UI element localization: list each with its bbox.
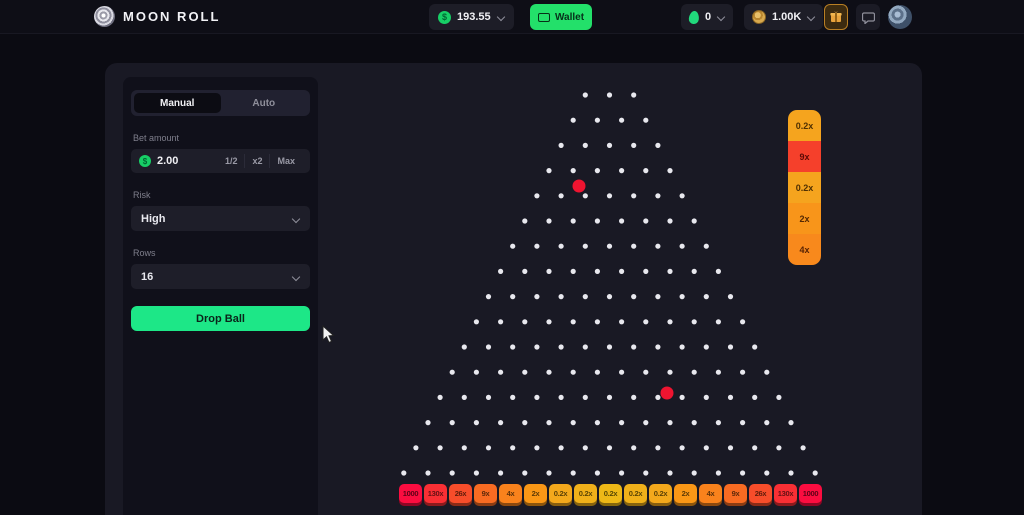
gold-coin-icon (752, 10, 766, 24)
multiplier-slot: 0.2x (574, 484, 597, 503)
rows-select[interactable]: 16 (131, 264, 310, 289)
wallet-label: Wallet (554, 11, 585, 23)
user-avatar[interactable] (888, 5, 912, 29)
green-coin-icon: $ (139, 155, 151, 167)
risk-value: High (141, 212, 166, 225)
multiplier-slot: 9x (474, 484, 497, 503)
rows-value: 16 (141, 270, 154, 283)
bet-max-button[interactable]: Max (269, 154, 302, 168)
chevron-down-icon (717, 13, 725, 21)
multiplier-history: 0.2x 9x 0.2x 2x 4x (788, 110, 821, 265)
multiplier-slot: 2x (674, 484, 697, 503)
streak-value: 0 (705, 11, 712, 23)
gift-icon (830, 11, 842, 22)
tab-manual[interactable]: Manual (134, 93, 221, 113)
streak-selector[interactable]: 0 (681, 4, 734, 30)
history-multiplier: 4x (788, 234, 821, 265)
bet-double-button[interactable]: x2 (244, 154, 269, 168)
green-coin-icon: $ (438, 10, 451, 24)
history-multiplier: 0.2x (788, 110, 821, 141)
multiplier-slot: 0.2x (649, 484, 672, 503)
multiplier-slot: 0.2x (549, 484, 572, 503)
flame-icon (688, 9, 700, 25)
wallet-button[interactable]: Wallet (530, 4, 592, 30)
multiplier-slot: 4x (699, 484, 722, 503)
coins-selector[interactable]: 1.00K (744, 4, 824, 30)
bet-half-button[interactable]: 1/2 (218, 154, 245, 168)
wallet-icon (537, 12, 550, 22)
balance-selector[interactable]: $ 193.55 (429, 4, 514, 30)
multiplier-slot: 130x (774, 484, 797, 503)
multiplier-slot: 0.2x (599, 484, 622, 503)
multiplier-slot: 4x (499, 484, 522, 503)
chevron-down-icon (292, 215, 300, 223)
multiplier-slot: 9x (724, 484, 747, 503)
multiplier-slot: 0.2x (624, 484, 647, 503)
history-multiplier: 0.2x (788, 172, 821, 203)
risk-label: Risk (133, 190, 151, 200)
chevron-down-icon (807, 13, 815, 21)
plinko-game-panel: Manual Auto Bet amount $ 1/2 x2 Max Risk… (105, 63, 922, 515)
multiplier-slot: 1000 (799, 484, 822, 503)
mode-tabs: Manual Auto (131, 90, 310, 116)
rows-label: Rows (133, 248, 156, 258)
history-multiplier: 9x (788, 141, 821, 172)
chevron-down-icon (292, 273, 300, 281)
rewards-button[interactable] (824, 4, 848, 30)
chat-bubble-icon (861, 11, 875, 24)
chevron-down-icon (497, 13, 505, 21)
multiplier-slots: 1000 130x 26x 9x 4x 2x 0.2x 0.2x 0.2x 0.2x 0.2x 2x 4… (399, 484, 822, 503)
brand-name: MOON ROLL (123, 9, 221, 24)
bet-amount-input[interactable] (157, 155, 215, 167)
history-multiplier: 2x (788, 203, 821, 234)
risk-select[interactable]: High (131, 206, 310, 231)
drop-ball-button[interactable]: Drop Ball (131, 306, 310, 331)
bet-controls-sidebar: Manual Auto Bet amount $ 1/2 x2 Max Risk… (123, 77, 318, 515)
multiplier-slot: 130x (424, 484, 447, 503)
bet-amount-label: Bet amount (133, 133, 180, 143)
balance-value: 193.55 (457, 11, 491, 23)
multiplier-slot: 2x (524, 484, 547, 503)
multiplier-slot: 26x (449, 484, 472, 503)
coins-value: 1.00K (772, 11, 802, 23)
tab-auto[interactable]: Auto (252, 97, 276, 109)
chat-button[interactable] (856, 4, 880, 30)
multiplier-slot: 26x (749, 484, 772, 503)
topbar: MOON ROLL $ 193.55 Wallet 0 1.00K (0, 0, 1024, 34)
multiplier-slot: 1000 (399, 484, 422, 503)
brand[interactable]: MOON ROLL (94, 6, 220, 27)
bet-amount-bar: $ 1/2 x2 Max (131, 149, 310, 173)
moonroll-logo-icon (94, 6, 115, 27)
